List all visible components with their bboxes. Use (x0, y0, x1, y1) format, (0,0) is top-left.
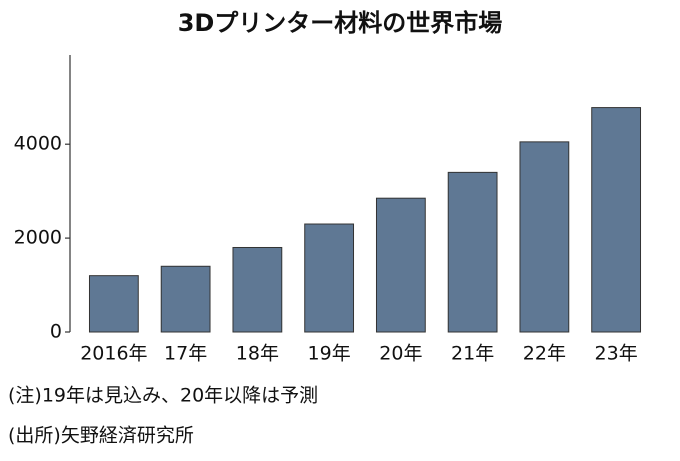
note: (注)19年は見込み、20年以降は予測 (8, 385, 318, 407)
x-tick-label: 23年 (595, 343, 638, 365)
bar (232, 246, 283, 333)
bar (304, 223, 355, 333)
chart-title: 3Dプリンター材料の世界市場 (178, 9, 503, 37)
x-tick-label: 17年 (164, 343, 207, 365)
x-tick-label: 18年 (236, 343, 279, 365)
bar (160, 265, 211, 333)
x-tick-label: 22年 (523, 343, 566, 365)
bar (447, 171, 498, 333)
bar (519, 141, 570, 333)
bar (88, 275, 139, 333)
y-tick-label: 0 (50, 321, 62, 343)
y-tick-label: 4000 (14, 133, 62, 155)
x-tick-label: 2016年 (80, 343, 147, 365)
bar (375, 197, 426, 333)
x-tick-label: 19年 (308, 343, 351, 365)
bar (591, 107, 642, 333)
x-tick-label: 21年 (451, 343, 494, 365)
x-tick-label: 20年 (379, 343, 422, 365)
y-tick-label: 2000 (14, 227, 62, 249)
note: (出所)矢野経済研究所 (8, 425, 194, 447)
